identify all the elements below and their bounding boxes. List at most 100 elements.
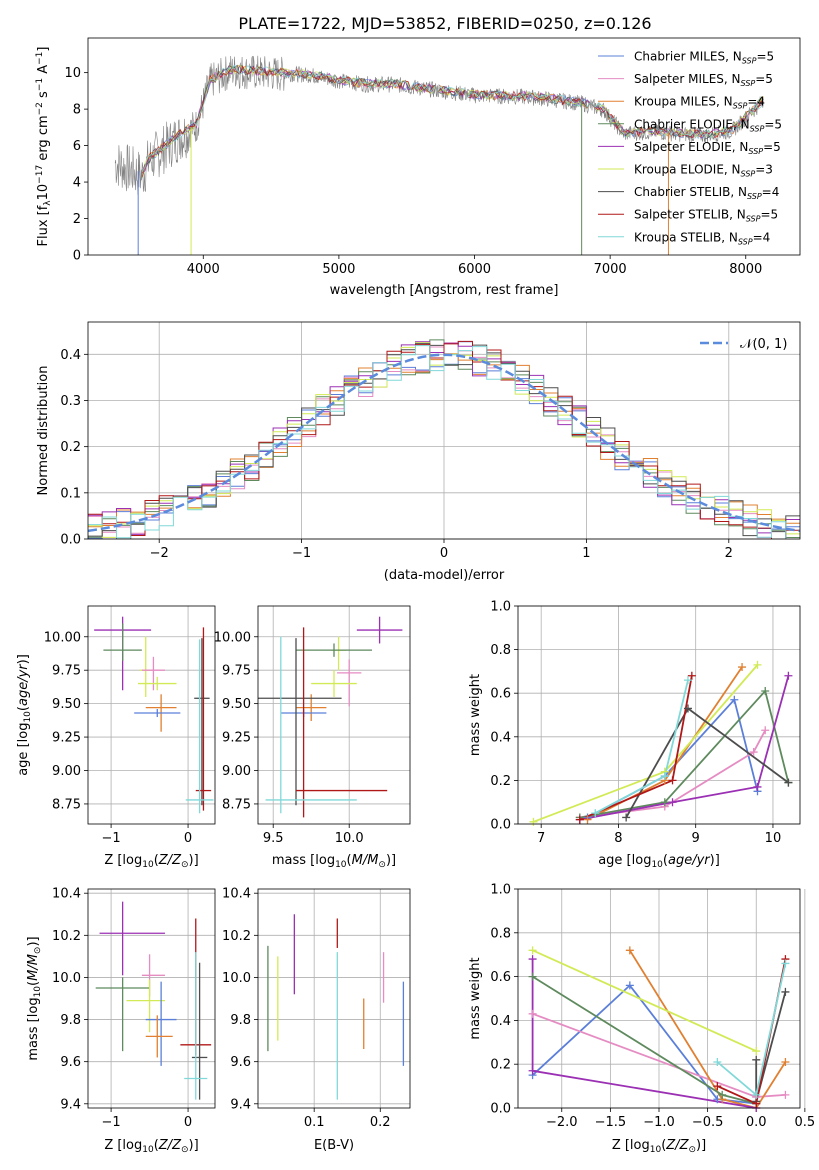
y-tick-label: 0.2: [60, 440, 81, 455]
y-tick-label: 10.4: [222, 887, 251, 902]
weight-series-line: [579, 675, 790, 821]
x-tick-label: 2: [725, 546, 733, 561]
y-tick-label: 1.0: [490, 883, 511, 898]
spectrum-plot: [114, 55, 764, 255]
y-tick-label: 10.4: [52, 887, 81, 902]
y-tick-label: 0.8: [490, 926, 511, 941]
y-tick-label: 9.4: [230, 1097, 251, 1112]
weight-marker: [660, 772, 669, 781]
residuals-xlabel: (data-model)/error: [384, 568, 505, 583]
mass-vs-Z-frame: [87, 888, 216, 1109]
weight-series-line: [531, 984, 757, 1105]
weight-marker: [660, 798, 669, 807]
weight-series-line: [533, 664, 759, 823]
mass-vs-Z-ylabel: mass [log10(M/M⊙)]: [26, 936, 43, 1060]
y-tick-label: 6: [73, 139, 81, 154]
age-vs-Z-xlabel: Z [log10(Z/Z⊙)]: [104, 853, 198, 870]
figure-title: PLATE=1722, MJD=53852, FIBERID=0250, z=0…: [238, 14, 651, 33]
y-tick-label: 0.2: [490, 1058, 511, 1073]
y-tick-label: 0.4: [490, 1014, 511, 1029]
mass-vs-EBV-axes: 0.1 0.2 9.4 9.6 9.8 10.0 10.2 10.4: [222, 887, 410, 1130]
spectrum-frame: [87, 37, 801, 256]
legend-entry: Salpeter STELIB, NSSP=5: [634, 208, 778, 224]
y-tick-label: 0.4: [490, 730, 511, 745]
y-tick-label: 10.00: [44, 630, 81, 645]
x-tick-label: 9.5: [263, 831, 284, 846]
y-tick-label: 0.0: [60, 533, 81, 548]
legend-entry: Kroupa MILES, NSSP=4: [634, 95, 765, 111]
x-tick-label: 7: [537, 831, 545, 846]
age-vs-mass-xlabel: mass [log10(M/M⊙)]: [272, 853, 396, 870]
mass-vs-EBV-xlabel: E(B-V): [314, 1138, 354, 1153]
y-tick-label: 10.0: [52, 971, 81, 986]
y-tick-label: 10: [64, 66, 81, 81]
legend-entry: Chabrier ELODIE, NSSP=5: [634, 117, 782, 133]
mass-vs-Z-axes: −1 0 9.4 9.6 9.8 10.0 10.2 10.4: [52, 887, 215, 1130]
y-tick-label: 9.4: [60, 1097, 81, 1112]
weight-marker: [753, 782, 762, 791]
weight-marker: [738, 663, 747, 672]
weight-vs-Z-xlabel: Z [log10(Z/Z⊙)]: [612, 1138, 706, 1155]
mass-vs-Z-plot: [95, 901, 212, 1100]
histogram-series: [88, 345, 787, 539]
y-tick-label: 0.0: [490, 818, 511, 833]
age-vs-Z-frame: [87, 605, 216, 825]
x-tick-label: 0.0: [746, 1115, 767, 1130]
legend-entry: Kroupa ELODIE, NSSP=3: [634, 163, 773, 179]
weight-marker: [622, 813, 631, 822]
weight-marker: [625, 946, 634, 955]
x-tick-label: −2.0: [546, 1115, 578, 1130]
weight-marker: [668, 776, 677, 785]
spectrum-legend: Chabrier MILES, NSSP=5 Salpeter MILES, NS…: [598, 50, 782, 246]
y-tick-label: 9.25: [52, 731, 81, 746]
y-tick-label: 9.6: [230, 1055, 251, 1070]
weight-marker: [687, 671, 696, 680]
y-tick-label: 0.1: [60, 486, 81, 501]
weight-marker: [713, 1058, 722, 1067]
weight-marker: [625, 981, 634, 990]
model-spectrum-line: [141, 64, 764, 173]
y-tick-label: 2: [73, 212, 81, 227]
weight-marker: [528, 1066, 537, 1075]
x-tick-label: 7000: [594, 262, 627, 277]
x-tick-label: −2: [150, 546, 169, 561]
age-vs-mass-axes: 9.5 10.0 8.75 9.00 9.25 9.50 9.75 10.00: [214, 606, 410, 846]
weight-marker: [528, 972, 537, 981]
age-vs-Z-ylabel: age [log10(age/yr)]: [16, 654, 33, 776]
x-tick-label: 9: [692, 831, 700, 846]
legend-entry: Salpeter ELODIE, NSSP=5: [634, 140, 781, 156]
legend-entry: Chabrier MILES, NSSP=5: [634, 50, 774, 66]
residuals-plot: [88, 339, 800, 539]
weight-marker: [761, 726, 770, 735]
y-tick-label: 8.75: [222, 797, 251, 812]
y-tick-label: 9.75: [222, 664, 251, 679]
age-vs-mass-plot: [258, 616, 403, 818]
age-vs-Z-axes: −1 0 8.75 9.00 9.25 9.50 9.75 10.00: [44, 606, 215, 846]
weight-marker: [575, 815, 584, 824]
weight-marker: [583, 815, 592, 824]
x-tick-label: 10: [765, 831, 782, 846]
weight-marker: [752, 1090, 761, 1099]
age-vs-mass-frame: [257, 605, 411, 825]
normal-legend-label: 𝒩(0, 1): [740, 337, 787, 352]
y-tick-label: 0.8: [490, 643, 511, 658]
weight-vs-age-frame: [517, 605, 801, 825]
spectrum-xlabel: wavelength [Angstrom, rest frame]: [330, 283, 559, 298]
weight-marker: [668, 798, 677, 807]
y-tick-label: 9.00: [222, 764, 251, 779]
x-tick-label: −0.5: [692, 1115, 724, 1130]
x-tick-label: −1.5: [595, 1115, 627, 1130]
weight-marker: [784, 671, 793, 680]
weight-series-line: [532, 949, 757, 1052]
y-tick-label: 9.50: [222, 697, 251, 712]
y-tick-label: 10.0: [222, 971, 251, 986]
age-vs-Z-plot: [94, 616, 214, 814]
residuals-ylabel: Normed distribution: [36, 366, 51, 496]
x-tick-label: −1: [102, 1115, 121, 1130]
weight-marker: [781, 987, 790, 996]
x-tick-label: 8000: [729, 262, 762, 277]
spectrum-axes: 4000 5000 6000 7000 8000 0 2 4 6 8 10: [64, 66, 762, 277]
y-tick-label: 0.6: [490, 970, 511, 985]
legend-entry: Chabrier STELIB, NSSP=4: [634, 185, 779, 201]
